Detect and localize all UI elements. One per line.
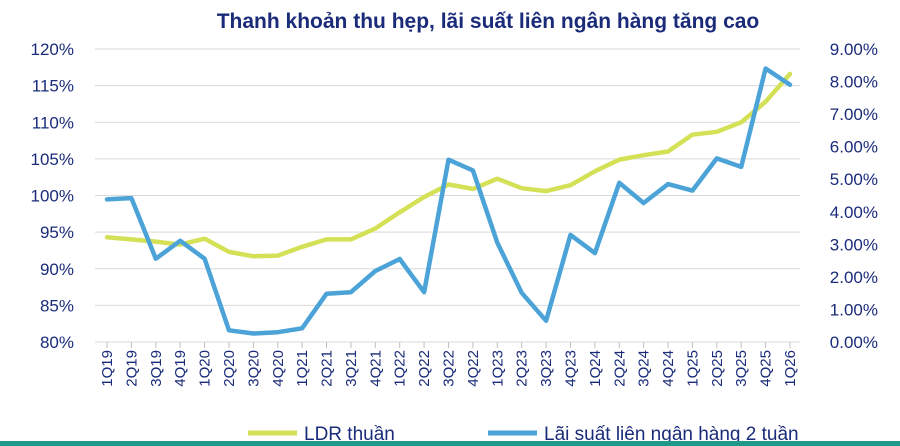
- x-tick-label: 4Q19: [172, 350, 189, 387]
- x-tick-label: 1Q26: [782, 350, 799, 387]
- x-tick-label: 2Q21: [319, 350, 336, 387]
- y-left-tick-label: 110%: [32, 113, 74, 132]
- x-tick-label: 2Q25: [709, 350, 726, 387]
- gridlines: [95, 48, 800, 343]
- y-right-tick-label: 1.00%: [830, 300, 878, 319]
- y-left-tick-label: 90%: [40, 260, 74, 279]
- x-tick-label: 1Q23: [489, 350, 506, 387]
- y-left-tick-label: 120%: [31, 40, 74, 59]
- y-left-tick-label: 95%: [40, 223, 74, 242]
- y-left-tick-label: 85%: [40, 296, 74, 315]
- bottom-accent-bar: [0, 441, 900, 446]
- series-line-ldr: [104, 71, 793, 259]
- y-right-tick-label: 8.00%: [830, 73, 878, 92]
- x-tick-label: 2Q24: [611, 350, 628, 387]
- x-tick-label: 2Q19: [123, 350, 140, 387]
- x-tick-label: 1Q21: [294, 350, 311, 387]
- x-tick-label: 2Q23: [514, 350, 531, 387]
- legend-label-ldr: LDR thuần: [304, 424, 395, 445]
- x-tick-label: 4Q21: [367, 350, 384, 387]
- x-tick-label: 2Q20: [221, 350, 238, 387]
- x-tick-label: 2Q22: [416, 350, 433, 387]
- x-tick-label: 4Q24: [660, 350, 677, 387]
- x-tick-label: 1Q22: [392, 350, 409, 387]
- x-tick-label: 3Q25: [733, 350, 750, 387]
- legend: LDR thuần Lãi suất liên ngân hàng 2 tuần: [248, 424, 799, 445]
- x-tick-label: 1Q24: [587, 350, 604, 387]
- y-left-tick-label: 100%: [31, 187, 74, 206]
- y-left-tick-label: 105%: [31, 150, 74, 169]
- y-left-tick-label: 115%: [32, 77, 74, 96]
- x-tick-label: 1Q19: [99, 350, 116, 387]
- x-tick-label: 4Q22: [465, 350, 482, 387]
- y-right-tick-label: 0.00%: [830, 333, 878, 352]
- y-axis-left: 80% 85% 90% 95% 100% 105% 110% 115% 120%: [31, 40, 74, 352]
- x-tick-label: 4Q25: [758, 350, 775, 387]
- x-tick-label: 1Q25: [684, 350, 701, 387]
- x-tick-label: 3Q23: [538, 350, 555, 387]
- y-axis-right: 0.00% 1.00% 2.00% 3.00% 4.00% 5.00% 6.00% 7.00%…: [830, 40, 878, 352]
- x-axis: 1Q19 2Q19 3Q19 4Q19 1Q20 2Q20 3Q20 4Q20 1Q21 2Q21…: [99, 342, 799, 387]
- y-right-tick-label: 3.00%: [830, 235, 878, 254]
- y-right-tick-label: 5.00%: [830, 170, 878, 189]
- x-tick-label: 3Q19: [148, 350, 165, 387]
- x-tick-label: 3Q24: [636, 350, 653, 387]
- y-right-tick-label: 7.00%: [830, 105, 878, 124]
- x-tick-label: 3Q22: [441, 350, 458, 387]
- series-line-interbank: [104, 66, 793, 336]
- chart-title: Thanh khoản thu hẹp, lãi suất liên ngân …: [217, 10, 760, 33]
- series-lines: [104, 66, 793, 336]
- y-right-tick-label: 2.00%: [830, 268, 878, 287]
- legend-label-interbank: Lãi suất liên ngân hàng 2 tuần: [544, 424, 799, 445]
- x-tick-label: 3Q20: [245, 350, 262, 387]
- y-left-tick-label: 80%: [40, 333, 74, 352]
- y-right-tick-label: 6.00%: [830, 138, 878, 157]
- y-right-tick-label: 9.00%: [830, 40, 878, 59]
- x-tick-label: 3Q21: [343, 350, 360, 387]
- x-tick-label: 1Q20: [197, 350, 214, 387]
- x-tick-label: 4Q23: [562, 350, 579, 387]
- x-tick-label: 4Q20: [270, 350, 287, 387]
- y-right-tick-label: 4.00%: [830, 203, 878, 222]
